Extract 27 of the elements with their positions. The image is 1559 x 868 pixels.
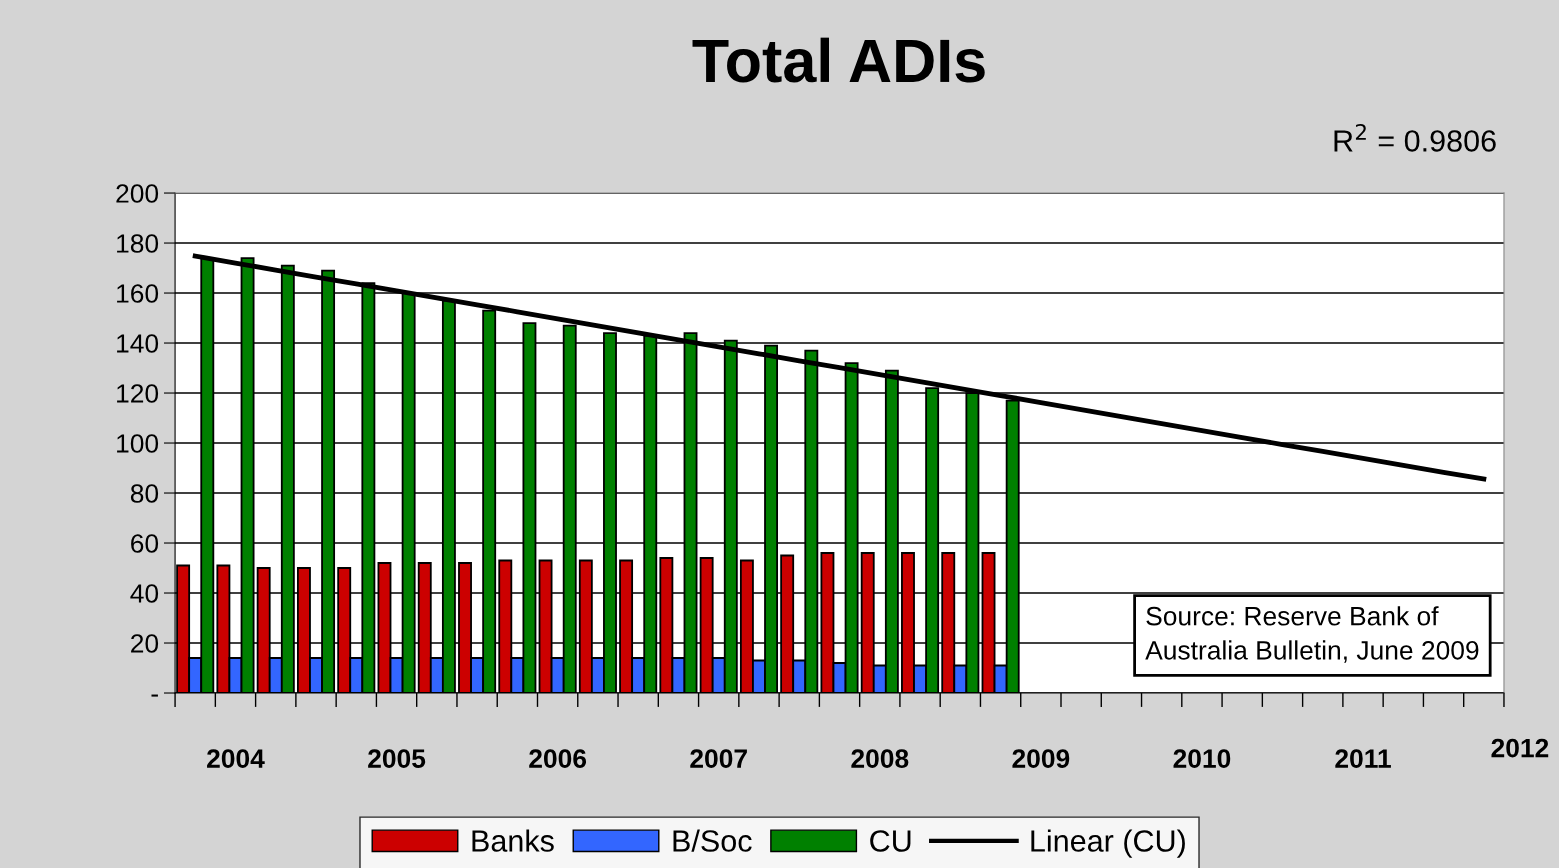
x-tick-label: 2008 [851,749,909,768]
x-tick-label: 2007 [690,749,747,768]
y-tick-label: 180 [117,234,159,253]
text: R$^{2}$ = 0.9806 [1334,123,1496,152]
legend-label: CU [870,830,911,852]
y-tick-label: 200 [116,184,159,203]
chart-title: Total ADIs [692,37,985,83]
legend-label: Banks [472,829,554,852]
y-tick-label: 120 [117,384,159,403]
x-tick-label: 2010 [1173,749,1231,768]
y-tick-label: - [151,694,158,697]
text: 2012 [1491,738,1549,758]
y-tick-label: 60 [131,534,159,553]
x-tick-label: 2006 [529,749,587,768]
legend-label: B/Soc [673,829,752,852]
y-tick-label: 80 [130,484,159,503]
y-tick-label: 100 [117,434,159,453]
y-tick-label: 20 [131,634,159,653]
y-tick-label: 140 [117,334,159,353]
x-tick-label: 2004 [207,749,265,768]
legend-label: Linear (CU) [1031,829,1185,858]
annotation: Source: Reserve Bank of Australia Bulletin, June 2009 [1145,606,1479,663]
x-tick-label: 2009 [1012,749,1070,768]
x-tick-label: 2005 [368,749,426,768]
y-tick-label: 40 [130,584,159,603]
x-tick-label: 2011 [1335,749,1391,768]
y-tick-label: 160 [117,284,159,303]
